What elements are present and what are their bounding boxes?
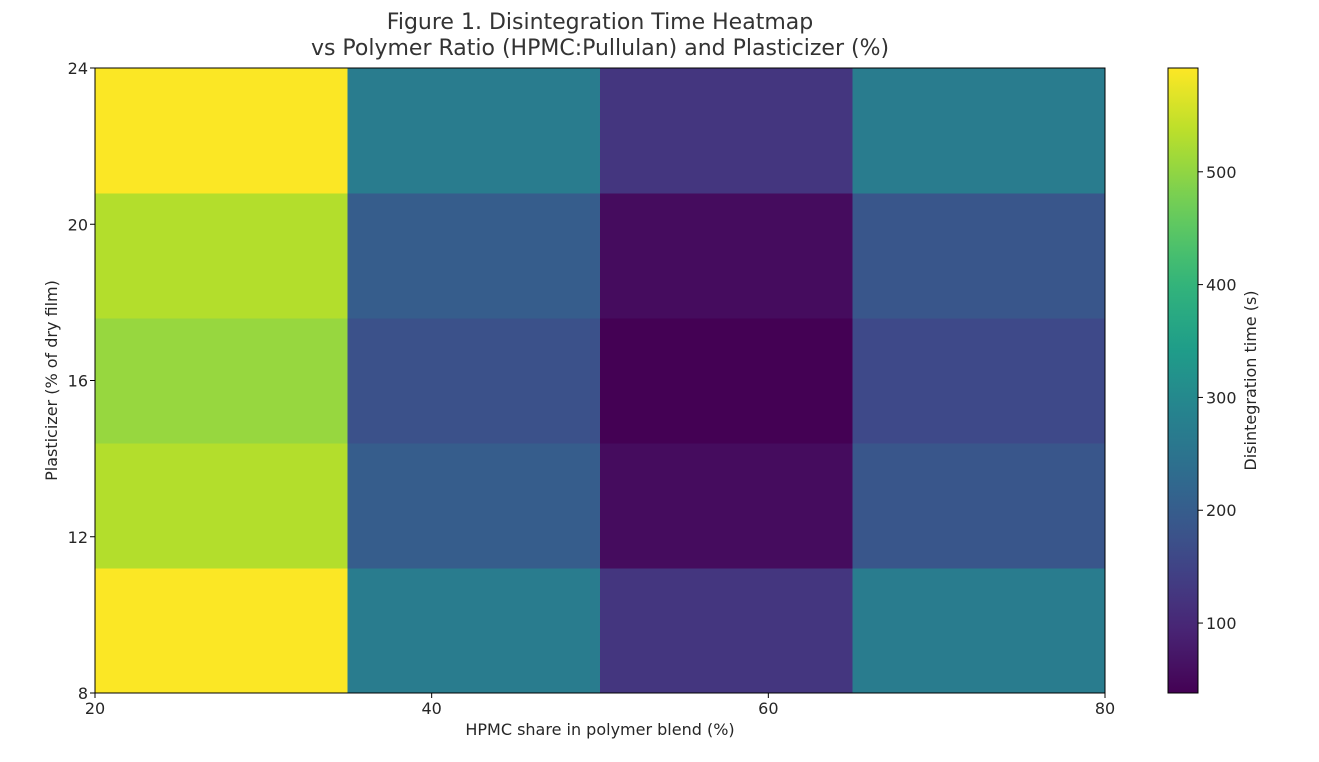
heatmap-cells	[95, 68, 1106, 694]
x-axis-ticks: 20 40 60 80	[85, 693, 1115, 718]
x-tick-label: 80	[1095, 699, 1115, 718]
heatmap-cell-r1-c2	[600, 443, 853, 569]
x-tick-label: 20	[85, 699, 105, 718]
heatmap-cell-r4-c1	[347, 68, 601, 194]
y-tick-label: 12	[68, 528, 88, 547]
colorbar-tick-label: 400	[1206, 276, 1237, 295]
chart-title-line-1: Figure 1. Disintegration Time Heatmap	[386, 10, 814, 35]
heatmap-cell-r2-c2	[600, 318, 853, 444]
colorbar	[1167, 67, 1199, 694]
heatmap-cell-r1-c0	[95, 443, 348, 569]
heatmap-cell-r3-c1	[347, 193, 601, 319]
heatmap-cell-r0-c2	[600, 568, 853, 694]
heatmap-cell-r4-c3	[852, 68, 1106, 194]
colorbar-tick-label: 100	[1206, 614, 1237, 633]
x-tick-label: 60	[758, 699, 778, 718]
heatmap-cell-r0-c0	[95, 568, 348, 694]
heatmap-cell-r1-c1	[347, 443, 601, 569]
heatmap-cell-r3-c0	[95, 193, 348, 319]
chart-title-line-2: vs Polymer Ratio (HPMC:Pullulan) and Pla…	[310, 36, 890, 61]
heatmap-cell-r1-c3	[852, 443, 1106, 569]
x-tick-label: 40	[421, 699, 441, 718]
y-tick-label: 8	[78, 684, 88, 703]
y-axis-ticks: 8 12 16 20 24	[68, 59, 95, 703]
heatmap-cell-r0-c1	[347, 568, 601, 694]
y-tick-label: 24	[68, 59, 88, 78]
y-tick-label: 16	[68, 372, 88, 391]
colorbar-tick-label: 200	[1206, 501, 1237, 520]
heatmap-cell-r2-c1	[347, 318, 601, 444]
y-tick-label: 20	[68, 215, 88, 234]
colorbar-label: Disintegration time (s)	[1241, 290, 1260, 470]
colorbar-tick-label: 300	[1206, 388, 1237, 407]
x-axis-label: HPMC share in polymer blend (%)	[465, 720, 734, 739]
y-axis-label: Plasticizer (% of dry film)	[42, 280, 61, 481]
heatmap-cell-r2-c0	[95, 318, 348, 444]
heatmap-cell-r3-c2	[600, 193, 853, 319]
heatmap-cell-r2-c3	[852, 318, 1106, 444]
colorbar-tick-label: 500	[1206, 163, 1237, 182]
heatmap-cell-r3-c3	[852, 193, 1106, 319]
heatmap-cell-r4-c0	[95, 68, 348, 194]
heatmap-cell-r4-c2	[600, 68, 853, 194]
colorbar-ticks: 100 200 300 400 500	[1198, 163, 1237, 633]
heatmap-cell-r0-c3	[852, 568, 1106, 694]
